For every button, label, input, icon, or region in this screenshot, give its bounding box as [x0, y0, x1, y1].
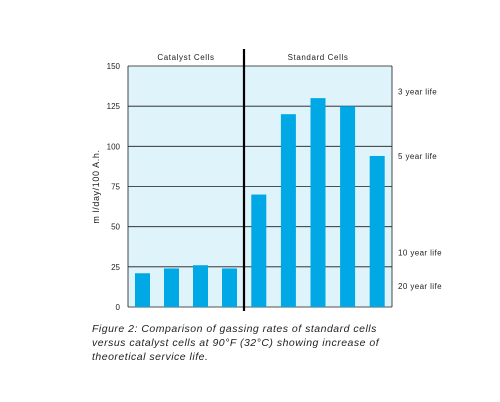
standard-bar-1	[251, 194, 267, 307]
life-annotation: 20 year life	[398, 282, 442, 291]
standard-bar-5	[369, 155, 385, 307]
standard-bar-2	[280, 114, 296, 307]
section-label-catalyst: Catalyst Cells	[157, 53, 214, 62]
standard-bar-4	[340, 106, 356, 308]
y-tick-label: 25	[111, 263, 120, 272]
catalyst-bar-1	[135, 273, 150, 307]
y-axis: 0 25 50 75 100 125 150	[107, 62, 393, 312]
y-tick-label: 125	[107, 102, 121, 111]
bars	[135, 98, 385, 308]
y-axis-label: m l/day/100 A.h.	[91, 149, 101, 223]
life-annotations: 3 year life 5 year life 10 year life 20 yea…	[398, 88, 442, 291]
life-annotation: 10 year life	[398, 248, 442, 257]
section-labels: Catalyst Cells Standard Cells	[157, 53, 349, 62]
catalyst-bar-4	[222, 268, 237, 307]
section-label-standard: Standard Cells	[288, 53, 349, 62]
y-tick-label: 0	[116, 303, 121, 312]
figure-caption: Figure 2: Comparison of gassing rates of…	[92, 323, 380, 363]
y-tick-label: 150	[107, 62, 121, 71]
life-annotation: 3 year life	[398, 88, 437, 97]
y-tick-label: 50	[111, 223, 120, 232]
life-annotation: 5 year life	[398, 152, 437, 161]
standard-bar-3	[310, 98, 326, 307]
y-tick-label: 100	[107, 142, 121, 151]
y-tick-label: 75	[111, 183, 120, 192]
catalyst-bar-3	[193, 265, 208, 307]
catalyst-bar-2	[164, 268, 179, 307]
